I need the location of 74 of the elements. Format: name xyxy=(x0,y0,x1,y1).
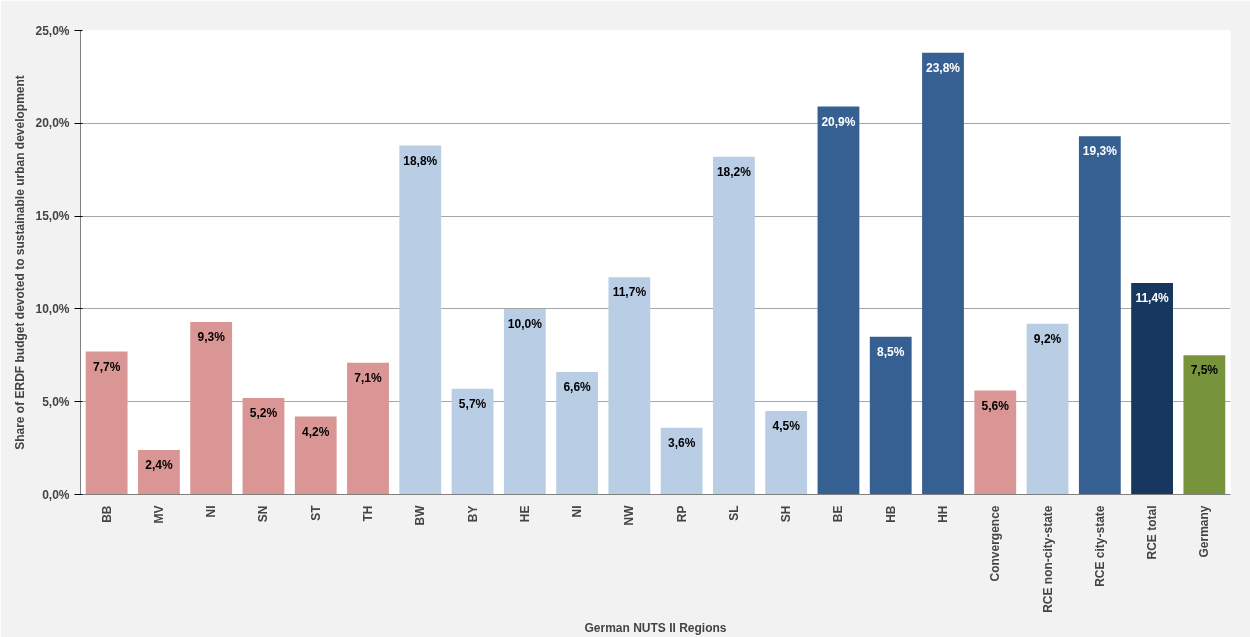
bar xyxy=(399,145,442,495)
y-tick-label: 25,0% xyxy=(35,23,70,38)
y-tick-label: 15,0% xyxy=(35,209,70,224)
data-label: 9,2% xyxy=(1033,331,1062,346)
bar xyxy=(451,388,494,495)
data-label: 5,6% xyxy=(981,398,1010,413)
x-tick-label: NI xyxy=(204,505,219,518)
data-label: 8,5% xyxy=(877,344,905,359)
x-tick-label: TH xyxy=(361,505,375,522)
data-label: 10,0% xyxy=(507,316,543,331)
bar xyxy=(1183,355,1226,495)
y-tick-label: 10,0% xyxy=(35,301,70,316)
x-tick-label: MV xyxy=(151,505,166,524)
x-tick-label: Germany xyxy=(1197,505,1212,558)
x-tick-label: BW xyxy=(413,504,428,526)
data-label: 5,7% xyxy=(458,396,487,411)
bar xyxy=(974,390,1017,495)
y-tick-label: 20,0% xyxy=(35,116,70,131)
x-tick-label: BY xyxy=(465,505,480,523)
y-axis-title: Share of ERDF budget devoted to sustainable urban development xyxy=(13,75,28,450)
bar xyxy=(817,106,860,495)
data-label: 4,5% xyxy=(772,418,801,433)
x-tick-label: ST xyxy=(308,504,323,521)
bar xyxy=(503,308,546,495)
data-label: 18,8% xyxy=(403,153,438,168)
bar xyxy=(713,156,755,495)
data-label: 7,1% xyxy=(354,370,383,385)
x-tick-label: SL xyxy=(726,505,741,521)
bar xyxy=(294,416,337,495)
y-tick-label: 0,0% xyxy=(42,487,70,502)
data-label: 6,6% xyxy=(563,380,592,394)
x-tick-label: NI xyxy=(570,505,585,518)
data-label: 19,3% xyxy=(1082,144,1118,159)
data-label: 18,2% xyxy=(716,164,752,179)
bar xyxy=(1078,136,1121,495)
bar xyxy=(242,397,285,495)
x-tick-label: NW xyxy=(622,504,637,526)
data-label: 11,7% xyxy=(612,285,647,300)
data-label: 3,6% xyxy=(667,435,696,450)
x-tick-label: SN xyxy=(256,505,271,523)
data-label: 7,7% xyxy=(92,359,121,374)
x-tick-label: SH xyxy=(779,505,794,523)
bar xyxy=(922,52,964,495)
bar xyxy=(765,410,808,495)
x-tick-label: BE xyxy=(831,505,846,523)
data-label: 7,5% xyxy=(1190,363,1219,378)
bar xyxy=(556,372,598,495)
data-label: 9,3% xyxy=(197,329,226,344)
x-tick-label: HB xyxy=(883,505,898,523)
y-tick-label: 5,0% xyxy=(42,394,70,409)
bar xyxy=(608,277,651,495)
bar xyxy=(85,351,128,495)
data-label: 23,8% xyxy=(925,60,961,75)
x-tick-label: RCE non-city-state xyxy=(1040,505,1055,613)
bar xyxy=(660,427,703,495)
data-label: 5,2% xyxy=(249,405,278,420)
bar xyxy=(1131,282,1173,495)
data-label: 4,2% xyxy=(302,424,330,439)
data-label: 20,9% xyxy=(821,114,856,129)
x-axis-title: German NUTS II Regions xyxy=(584,620,727,635)
x-tick-label: RP xyxy=(674,505,689,523)
bar xyxy=(869,336,912,495)
data-label: 2,4% xyxy=(145,457,173,472)
x-tick-label: Convergence xyxy=(988,505,1003,582)
data-label: 11,4% xyxy=(1135,290,1170,305)
x-tick-label: HH xyxy=(936,505,950,523)
x-tick-label: BB xyxy=(99,505,114,523)
x-tick-label: RCE total xyxy=(1145,505,1160,560)
x-tick-label: RCE city-state xyxy=(1092,505,1107,587)
bar xyxy=(1026,323,1069,495)
x-tick-label: HE xyxy=(517,505,532,523)
bar xyxy=(347,362,389,495)
bar xyxy=(190,321,233,495)
bar xyxy=(138,449,180,495)
